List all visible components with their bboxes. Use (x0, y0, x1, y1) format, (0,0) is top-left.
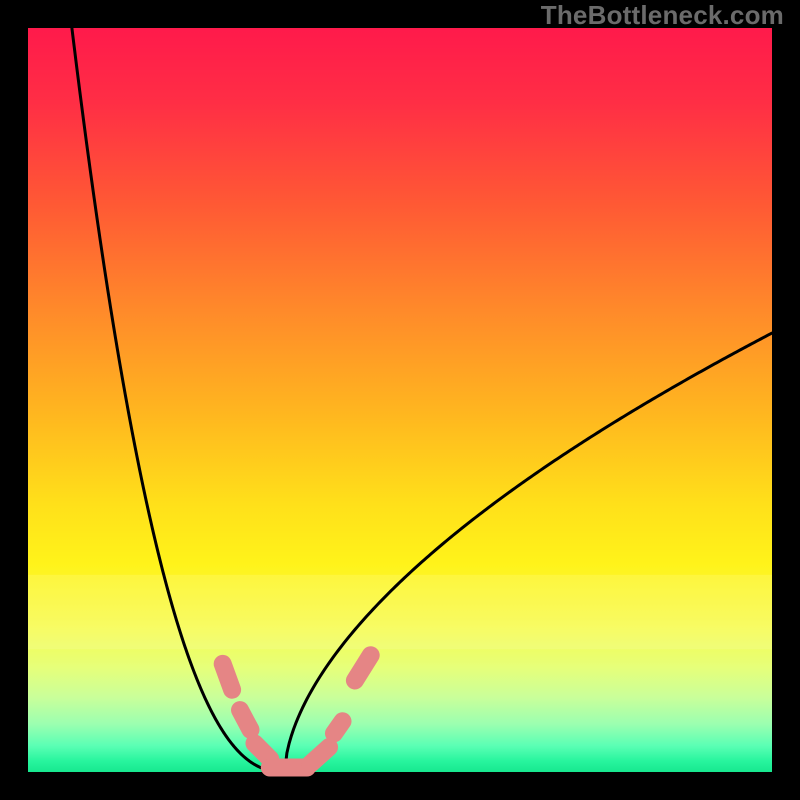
valley-marker (334, 721, 343, 733)
valley-marker (254, 743, 270, 759)
watermark-text: TheBottleneck.com (541, 0, 784, 31)
valley-marker (310, 747, 329, 764)
chart-frame: TheBottleneck.com (0, 0, 800, 800)
valley-marker (240, 710, 250, 730)
valley-marker (223, 664, 232, 690)
bottleneck-curve-chart (0, 0, 800, 800)
